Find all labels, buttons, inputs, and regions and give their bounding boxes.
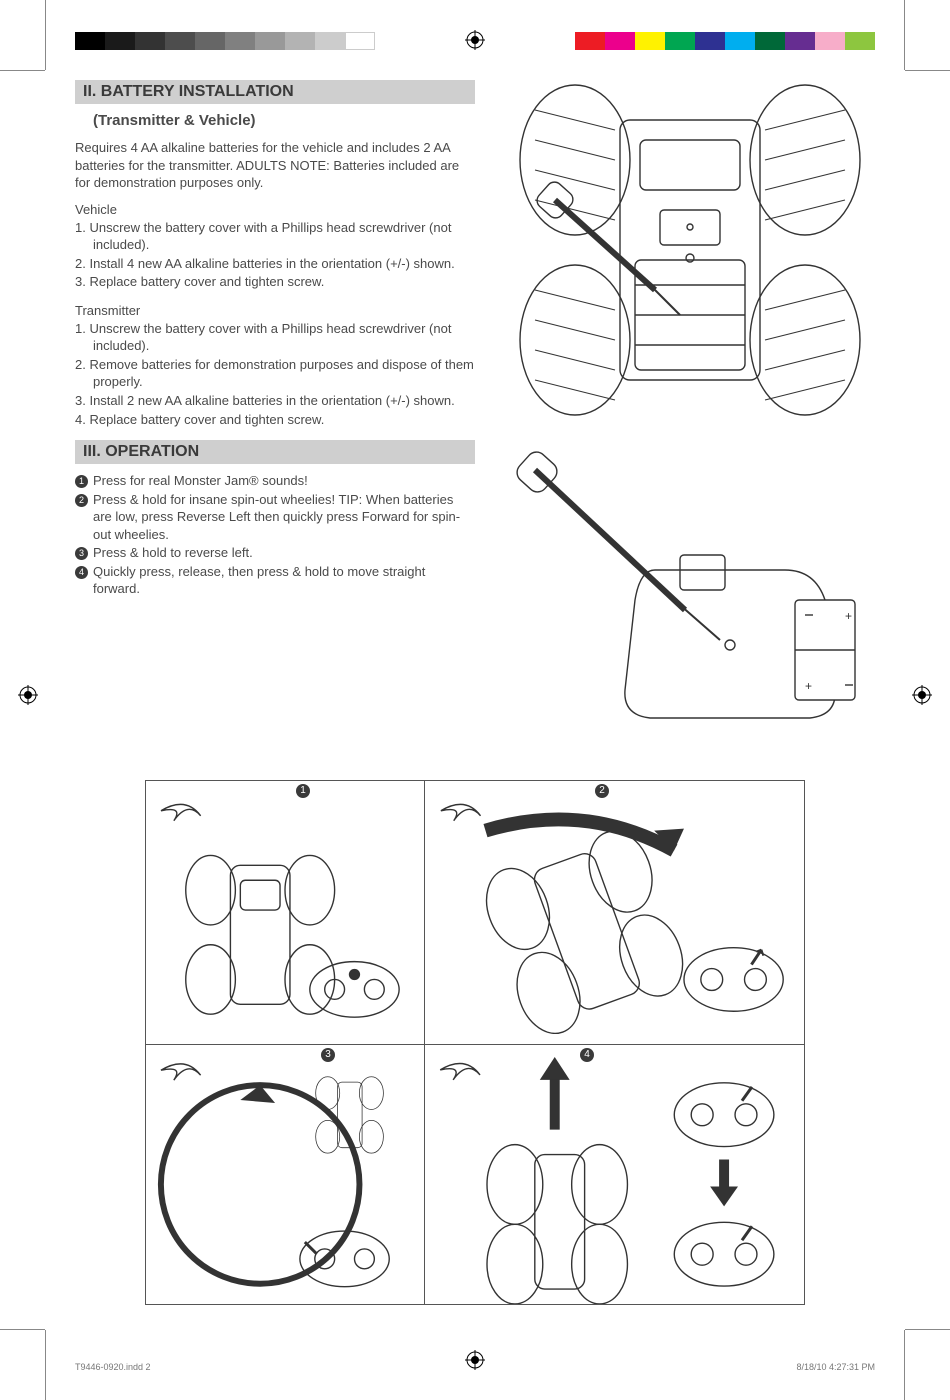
panel-4: 4 (425, 1045, 805, 1305)
operation-panels: 1 2 (145, 780, 805, 1310)
crop-mark (905, 1329, 950, 1330)
section-iii-header: III. OPERATION (75, 440, 475, 464)
registration-mark-icon (465, 30, 485, 50)
vehicle-steps: 1. Unscrew the battery cover with a Phil… (75, 219, 475, 291)
step: 3. Install 2 new AA alkaline batteries i… (75, 392, 475, 410)
panel-num-3-icon: 3 (321, 1048, 335, 1062)
num-2-icon: 2 (75, 494, 88, 507)
crop-mark (904, 0, 905, 70)
registration-mark-icon (18, 685, 38, 705)
panel-num-4-icon: 4 (580, 1048, 594, 1062)
svg-text:+: + (845, 609, 852, 623)
crop-mark (904, 1330, 905, 1400)
section-ii-header: II. BATTERY INSTALLATION (75, 80, 475, 104)
crop-mark (0, 70, 45, 71)
process-colorbar (575, 32, 875, 50)
step: 1. Unscrew the battery cover with a Phil… (75, 320, 475, 355)
crop-mark (45, 0, 46, 70)
panel-1: 1 (145, 780, 425, 1045)
num-4-icon: 4 (75, 566, 88, 579)
battery-intro: Requires 4 AA alkaline batteries for the… (75, 139, 475, 192)
vehicle-battery-diagram (505, 80, 875, 425)
page-content: II. BATTERY INSTALLATION (Transmitter & … (75, 80, 875, 1340)
num-1-icon: 1 (75, 475, 88, 488)
vehicle-label: Vehicle (75, 202, 475, 217)
op-item: 3Press & hold to reverse left. (75, 544, 475, 562)
text-column: II. BATTERY INSTALLATION (Transmitter & … (75, 80, 475, 598)
crop-mark (905, 70, 950, 71)
transmitter-label: Transmitter (75, 303, 475, 318)
op-item: 2Press & hold for insane spin-out wheeli… (75, 491, 475, 544)
step: 4. Replace battery cover and tighten scr… (75, 411, 475, 429)
operation-list: 1Press for real Monster Jam® sounds! 2Pr… (75, 472, 475, 598)
panel-num-1-icon: 1 (296, 784, 310, 798)
transmitter-battery-diagram: + + (505, 440, 875, 740)
step: 1. Unscrew the battery cover with a Phil… (75, 219, 475, 254)
panel-num-2-icon: 2 (595, 784, 609, 798)
crop-mark (45, 1330, 46, 1400)
footer-filename: T9446-0920.indd 2 (75, 1362, 151, 1372)
num-3-icon: 3 (75, 547, 88, 560)
step: 2. Install 4 new AA alkaline batteries i… (75, 255, 475, 273)
crop-mark (0, 1329, 45, 1330)
footer-timestamp: 8/18/10 4:27:31 PM (796, 1362, 875, 1372)
svg-text:+: + (805, 679, 812, 693)
page-footer: T9446-0920.indd 2 8/18/10 4:27:31 PM (75, 1362, 875, 1372)
step: 3. Replace battery cover and tighten scr… (75, 273, 475, 291)
panel-3: 3 (145, 1045, 425, 1305)
section-ii-subhead: (Transmitter & Vehicle) (93, 112, 475, 129)
op-item: 4Quickly press, release, then press & ho… (75, 563, 475, 598)
registration-mark-icon (912, 685, 932, 705)
op-item: 1Press for real Monster Jam® sounds! (75, 472, 475, 490)
grayscale-colorbar (75, 32, 375, 50)
panel-2: 2 (425, 780, 805, 1045)
transmitter-steps: 1. Unscrew the battery cover with a Phil… (75, 320, 475, 428)
step: 2. Remove batteries for demonstration pu… (75, 356, 475, 391)
